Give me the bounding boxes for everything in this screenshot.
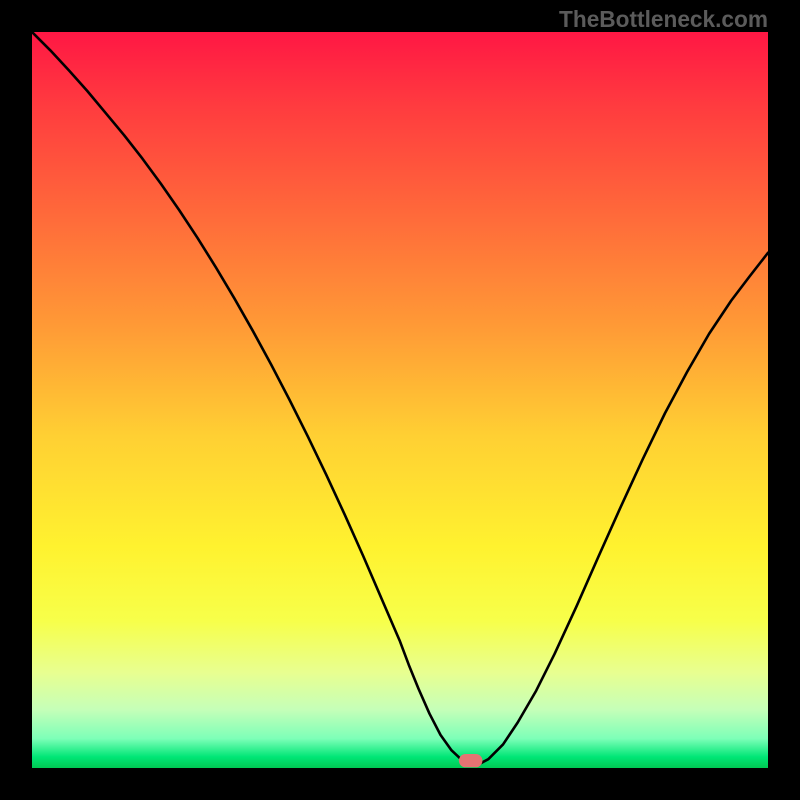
optimal-point-marker bbox=[459, 754, 483, 767]
bottleneck-chart bbox=[32, 32, 768, 768]
watermark-label: TheBottleneck.com bbox=[559, 6, 768, 33]
chart-frame: TheBottleneck.com bbox=[0, 0, 800, 800]
chart-background bbox=[32, 32, 768, 768]
